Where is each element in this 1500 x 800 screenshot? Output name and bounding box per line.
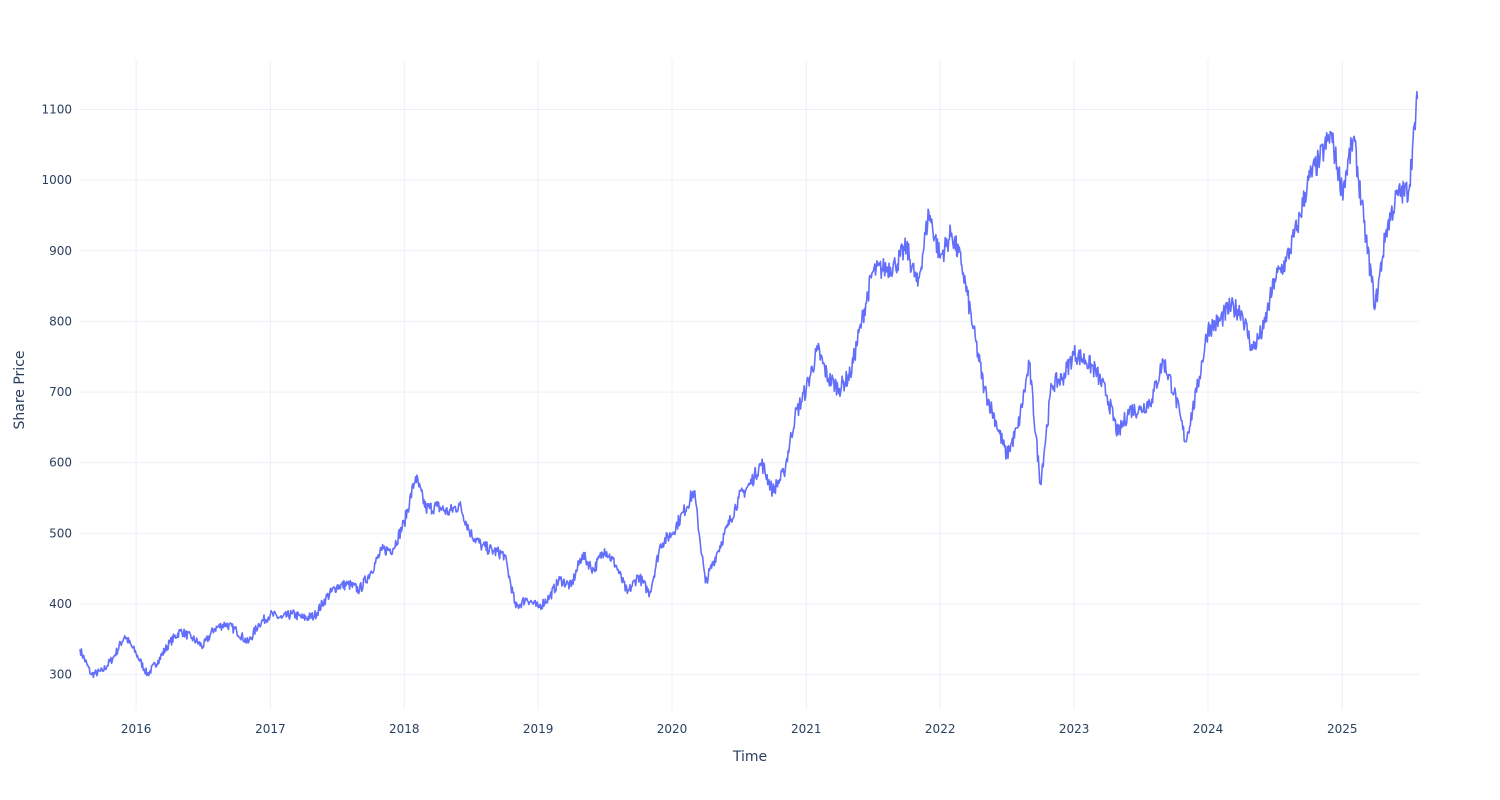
x-tick-label: 2016 [121, 722, 152, 736]
x-tick-label: 2018 [389, 722, 420, 736]
y-tick-label: 800 [49, 314, 72, 328]
y-tick-label: 1000 [41, 173, 72, 187]
series-line [79, 90, 1419, 679]
x-tick-labels: 2016 2017 2018 2019 2020 2021 2022 2023 2024 2025 [121, 722, 1358, 736]
y-tick-label: 600 [49, 456, 72, 470]
x-tick-label: 2022 [925, 722, 956, 736]
series-layer [79, 90, 1419, 679]
y-tick-labels: 300 400 500 600 700 800 900 1000 1100 [41, 102, 72, 681]
y-axis-title: Share Price [12, 350, 28, 429]
x-tick-label: 2019 [523, 722, 554, 736]
y-tick-label: 700 [49, 385, 72, 399]
x-tick-label: 2017 [255, 722, 286, 736]
x-axis-title: Time [732, 749, 767, 765]
y-tick-label: 500 [49, 526, 72, 540]
x-tick-label: 2021 [791, 722, 822, 736]
x-tick-label: 2025 [1327, 722, 1358, 736]
y-tick-label: 1100 [41, 102, 72, 116]
x-tick-label: 2023 [1059, 722, 1090, 736]
y-gridlines [80, 108, 1420, 676]
x-tick-label: 2024 [1193, 722, 1224, 736]
y-tick-label: 900 [49, 244, 72, 258]
y-tick-label: 300 [49, 668, 72, 682]
x-tick-label: 2020 [657, 722, 688, 736]
y-tick-label: 400 [49, 597, 72, 611]
